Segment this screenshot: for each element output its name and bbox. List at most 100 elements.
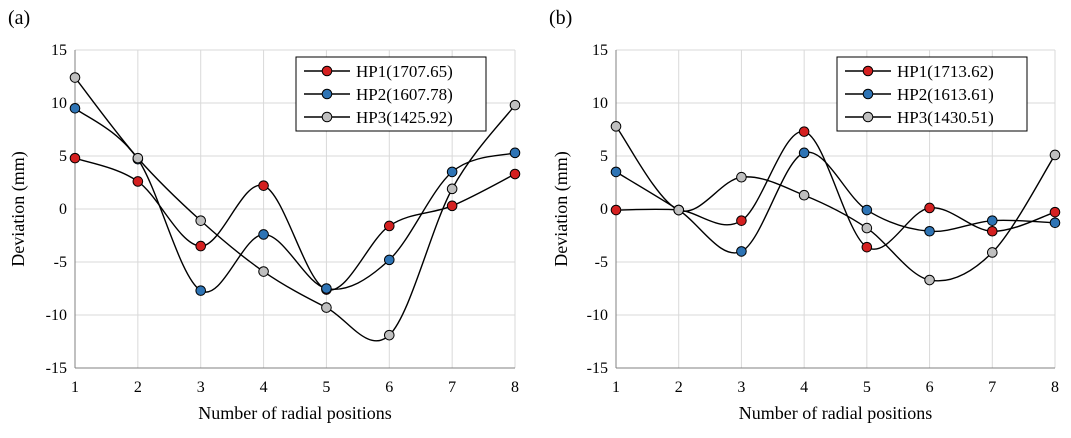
data-point (986, 225, 998, 237)
data-point (258, 229, 269, 240)
y-axis-title: Deviation (mm) (551, 151, 572, 266)
data-point (195, 240, 207, 252)
y-tick-label: -5 (54, 254, 67, 271)
series-line-3 (615, 125, 1056, 282)
data-point (736, 215, 747, 226)
y-tick-label: 10 (592, 95, 608, 112)
y-axis-title: Deviation (mm) (8, 151, 29, 266)
data-point (1049, 149, 1061, 161)
x-tick-label: 6 (385, 379, 393, 396)
data-point (924, 202, 935, 214)
x-tick-label: 8 (1051, 379, 1059, 396)
data-point (321, 302, 332, 313)
y-tick-label: -15 (46, 360, 67, 377)
series-line-2 (74, 107, 516, 293)
legend-marker (321, 111, 333, 123)
y-tick-label: -5 (595, 254, 608, 271)
y-tick-label: 5 (600, 148, 608, 165)
data-point (986, 215, 998, 226)
data-point (383, 220, 395, 232)
legend-label: HP2(1613.61) (897, 85, 994, 104)
legend-marker (862, 111, 874, 123)
data-point (509, 147, 521, 159)
legend-marker (862, 65, 874, 77)
data-point (321, 283, 332, 294)
data-point (861, 204, 873, 216)
x-tick-label: 3 (197, 379, 205, 396)
data-point (446, 200, 458, 212)
data-point (1049, 206, 1061, 218)
x-tick-label: 2 (675, 379, 683, 396)
data-point (924, 274, 935, 286)
data-point (610, 204, 622, 216)
data-point (861, 241, 873, 253)
x-tick-label: 5 (863, 379, 871, 396)
legend: HP1(1713.62) HP2(1613.61) HP3(1430.51) (836, 56, 1028, 132)
data-point (383, 329, 395, 341)
data-point (195, 285, 207, 296)
x-tick-label: 3 (737, 379, 745, 396)
legend-label: HP2(1607.78) (356, 85, 453, 104)
legend-label: HP1(1707.65) (356, 62, 453, 81)
data-point (69, 72, 81, 83)
legend-marker (321, 65, 333, 77)
chart-panel-2: -15 -10 -5 0 5 10 15 1 2 3 4 5 6 7 8 Number of radial p… (549, 7, 1061, 423)
data-point (446, 183, 458, 195)
x-tick-label: 1 (612, 379, 620, 396)
x-tick-label: 8 (511, 379, 519, 396)
data-point (798, 147, 810, 159)
series-line-2 (615, 151, 1056, 254)
data-point (610, 121, 622, 132)
series-line-1 (74, 157, 516, 291)
x-tick-label: 7 (988, 379, 996, 396)
data-point (924, 225, 935, 237)
y-tick-label: 0 (59, 201, 67, 218)
y-tick-label: 5 (59, 148, 67, 165)
legend-label: HP1(1713.62) (897, 62, 994, 81)
x-tick-label: 7 (448, 379, 456, 396)
y-tick-label: -10 (46, 307, 67, 324)
y-tick-label: 15 (592, 42, 608, 59)
x-tick-label: 5 (322, 379, 330, 396)
y-tick-label: -10 (587, 307, 608, 324)
legend-label: HP3(1425.92) (356, 108, 453, 127)
series-markers-3 (69, 72, 521, 341)
chart-panel-1: -15 -10 -5 0 5 10 15 1 2 3 4 5 6 7 8 Number of radial p… (8, 7, 521, 423)
data-point (798, 126, 810, 137)
data-point (610, 166, 622, 178)
data-point (69, 152, 81, 164)
data-point (509, 99, 521, 111)
data-point (258, 180, 269, 191)
data-point (1049, 217, 1061, 229)
data-point (736, 171, 747, 183)
data-point (132, 176, 144, 187)
panel-label: (a) (8, 7, 30, 29)
data-point (509, 168, 521, 180)
y-tick-label: 15 (51, 42, 67, 59)
data-point (69, 103, 81, 114)
data-point (736, 246, 747, 257)
x-axis-title: Number of radial positions (739, 403, 932, 423)
panel-label: (b) (549, 7, 572, 29)
legend: HP1(1707.65) HP2(1607.78) HP3(1425.92) (295, 56, 487, 132)
y-tick-label: 0 (600, 201, 608, 218)
series-line-1 (615, 130, 1056, 250)
y-tick-label: -15 (587, 360, 608, 377)
series-markers-3 (610, 121, 1061, 286)
data-point (446, 166, 458, 178)
legend-label: HP3(1430.51) (897, 108, 994, 127)
data-point (798, 189, 810, 201)
x-axis-title: Number of radial positions (198, 403, 391, 423)
data-point (132, 152, 144, 164)
legend-marker (862, 88, 874, 100)
data-point (861, 222, 873, 234)
x-tick-label: 1 (71, 379, 79, 396)
x-tick-label: 4 (260, 379, 268, 396)
x-tick-label: 6 (926, 379, 934, 396)
data-point (986, 247, 998, 258)
data-point (195, 215, 207, 226)
x-tick-label: 4 (800, 379, 808, 396)
data-point (258, 266, 269, 277)
data-point (383, 254, 395, 266)
